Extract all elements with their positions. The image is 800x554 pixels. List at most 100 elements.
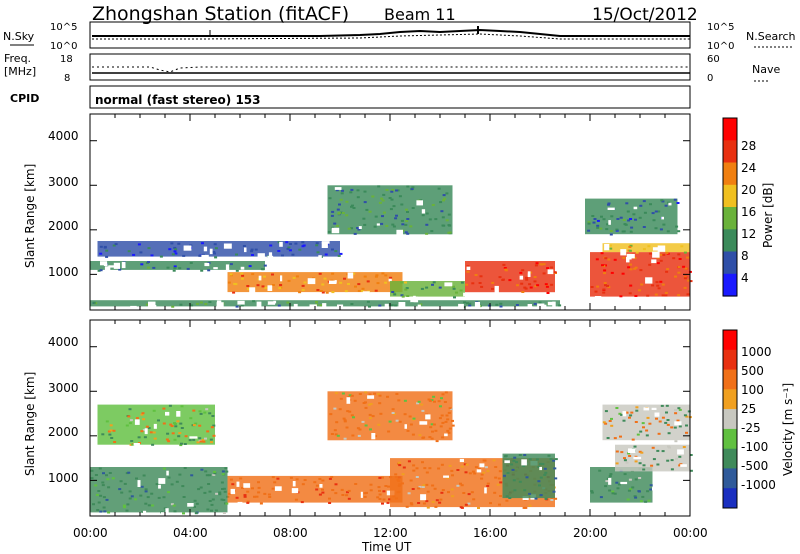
velocity-echo-speckle: [173, 423, 177, 425]
power-echo-speckle: [634, 295, 638, 297]
velocity-echo-region-3: [327, 391, 453, 441]
velocity-echo-speckle: [222, 487, 226, 490]
velocity-echo-speckle: [152, 409, 156, 412]
velocity-echo-speckle: [194, 512, 198, 515]
velocity-echo-speckle: [522, 465, 526, 467]
velocity-echo-speckle: [178, 432, 182, 435]
velocity-echo-speckle: [550, 499, 554, 501]
power-colorbar-swatches: [723, 118, 737, 297]
velocity-echo-speckle: [409, 423, 413, 426]
power-echo-speckle: [627, 266, 631, 269]
velocity-echo-speckle: [666, 423, 670, 426]
cpid-label: CPID: [10, 92, 39, 105]
power-echo-speckle: [609, 247, 613, 250]
power-echo-speckle: [334, 250, 338, 253]
velocity-echo-speckle: [188, 439, 192, 442]
beam-label: Beam 11: [384, 5, 456, 24]
velocity-echo-speckle: [107, 486, 111, 489]
velocity-echo-speckle: [201, 439, 205, 441]
power-data-gap: [657, 245, 666, 252]
power-echo-speckle: [250, 250, 254, 253]
velocity-echo-speckle: [619, 435, 622, 438]
velocity-echo-speckle: [541, 463, 545, 466]
velocity-echo-speckle: [623, 459, 627, 462]
nsky-label: N.Sky: [3, 30, 35, 43]
velocity-echo-speckle: [101, 481, 105, 484]
velocity-echo-speckle: [486, 470, 490, 473]
power-echo-speckle: [633, 267, 637, 270]
power-echo-speckle: [607, 258, 611, 261]
velocity-echo-speckle: [615, 407, 619, 409]
power-echo-speckle: [621, 272, 625, 275]
velocity-echo-speckle: [321, 488, 324, 491]
power-echo-speckle: [499, 305, 503, 308]
power-echo-speckle: [542, 263, 546, 266]
velocity-echo-speckle: [625, 461, 629, 464]
power-data-gap: [268, 252, 273, 256]
power-echo-speckle: [331, 272, 335, 275]
velocity-echo-speckle: [243, 494, 247, 497]
power-data-layer: [90, 185, 693, 311]
power-echo-speckle: [621, 230, 625, 233]
power-echo-speckle: [638, 216, 642, 219]
velocity-data-gap: [419, 421, 428, 425]
power-data-gap: [204, 262, 210, 267]
velocity-data-gap: [189, 436, 198, 439]
velocity-echo-speckle: [162, 467, 166, 470]
velocity-echo-speckle: [192, 409, 196, 412]
velocity-echo-speckle: [105, 474, 108, 477]
velocity-echo-speckle: [361, 420, 365, 423]
velocity-echo-speckle: [368, 393, 372, 396]
velocity-echo-speckle: [235, 496, 239, 499]
velocity-echo-speckle: [153, 437, 157, 440]
velocity-echo-speckle: [369, 428, 372, 431]
velocity-echo-speckle: [667, 432, 671, 435]
velocity-echo-speckle: [544, 471, 548, 474]
power-echo-speckle: [502, 263, 506, 266]
power-echo-speckle: [324, 253, 328, 256]
velocity-echo-speckle: [678, 425, 682, 428]
power-echo-speckle: [438, 286, 442, 289]
velocity-echo-speckle: [163, 507, 167, 510]
power-echo-speckle: [99, 269, 103, 272]
velocity-echo-speckle: [678, 455, 682, 458]
power-echo-speckle: [382, 193, 386, 196]
velocity-echo-speckle: [134, 498, 137, 501]
velocity-echo-speckle: [129, 443, 133, 446]
velocity-echo-speckle: [486, 485, 490, 487]
power-echo-speckle: [335, 189, 339, 192]
velocity-echo-speckle: [407, 492, 411, 495]
power-data-gap: [476, 305, 481, 308]
power-data-gap: [280, 275, 283, 282]
velocity-echo-speckle: [642, 468, 646, 471]
power-echo-speckle: [686, 293, 690, 296]
velocity-echo-speckle: [590, 491, 594, 494]
power-echo-speckle: [213, 252, 216, 255]
power-echo-speckle: [294, 242, 298, 245]
velocity-echo-speckle: [276, 477, 280, 480]
power-echo-speckle: [606, 223, 610, 226]
power-echo-speckle: [629, 218, 633, 220]
velocity-data-gap: [476, 469, 482, 473]
velocity-data-gap: [643, 407, 650, 411]
velocity-echo-speckle: [147, 427, 151, 429]
velocity-echo-speckle: [425, 500, 429, 503]
velocity-echo-speckle: [676, 419, 680, 422]
velocity-echo-speckle: [246, 501, 250, 504]
velocity-echo-speckle: [422, 484, 426, 487]
velocity-echo-speckle: [130, 440, 134, 442]
velocity-data-gap: [243, 483, 251, 488]
power-data-gap: [519, 275, 524, 280]
power-echo-speckle: [677, 271, 681, 274]
power-echo-speckle: [627, 219, 631, 222]
velocity-data-gap: [677, 449, 684, 455]
velocity-echo-speckle: [384, 485, 388, 487]
velocity-echo-speckle: [334, 433, 338, 436]
velocity-echo-speckle: [108, 433, 112, 436]
power-echo-speckle: [292, 276, 296, 279]
velocity-echo-speckle: [471, 470, 475, 473]
velocity-echo-speckle: [343, 437, 347, 440]
power-echo-speckle: [347, 227, 351, 230]
power-echo-speckle: [452, 285, 455, 288]
velocity-echo-speckle: [604, 410, 608, 413]
